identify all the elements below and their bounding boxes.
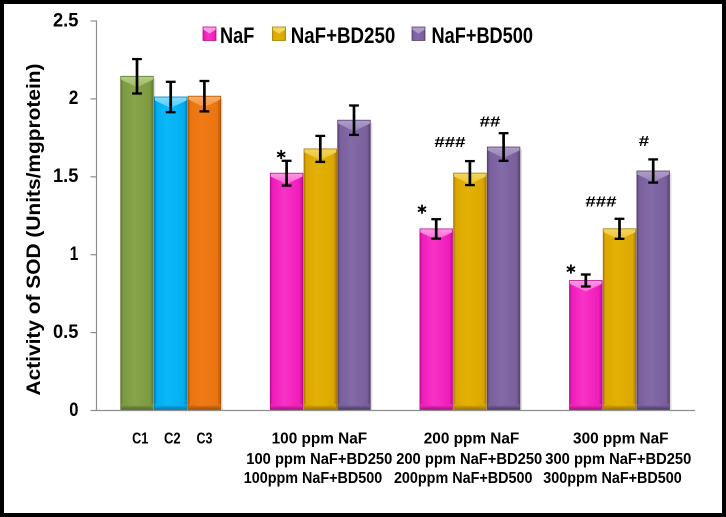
svg-text:C2: C2 xyxy=(164,430,181,447)
svg-text:0.5: 0.5 xyxy=(53,322,79,343)
svg-text:C3: C3 xyxy=(197,430,213,447)
svg-text:NaF: NaF xyxy=(220,23,254,48)
svg-text:100 ppm NaF: 100 ppm NaF xyxy=(272,430,368,447)
svg-text:300 ppm NaF: 300 ppm NaF xyxy=(573,430,669,447)
svg-text:###: ### xyxy=(585,194,617,211)
svg-text:300 ppm NaF+BD250: 300 ppm NaF+BD250 xyxy=(545,451,691,468)
svg-text:Activity of SOD (Units/mgprote: Activity of SOD (Units/mgprotein) xyxy=(24,64,45,396)
svg-text:C1: C1 xyxy=(132,430,148,447)
svg-text:200ppm NaF+BD500: 200ppm NaF+BD500 xyxy=(394,470,533,487)
svg-text:200 ppm NaF: 200 ppm NaF xyxy=(424,430,520,447)
svg-text:0: 0 xyxy=(69,400,78,421)
svg-text:###: ### xyxy=(434,134,466,151)
svg-text:NaF+BD250: NaF+BD250 xyxy=(291,23,396,48)
svg-text:#: # xyxy=(639,133,650,150)
svg-text:100 ppm NaF+BD250: 100 ppm NaF+BD250 xyxy=(246,451,392,468)
svg-text:100ppm NaF+BD500: 100ppm NaF+BD500 xyxy=(244,470,383,487)
svg-text:##: ## xyxy=(480,114,502,131)
svg-text:1.5: 1.5 xyxy=(53,166,79,187)
svg-text:2.5: 2.5 xyxy=(53,10,79,31)
svg-text:200 ppm NaF+BD250: 200 ppm NaF+BD250 xyxy=(396,451,542,468)
svg-text:NaF+BD500: NaF+BD500 xyxy=(432,23,534,48)
svg-text:1: 1 xyxy=(70,244,79,265)
svg-text:2: 2 xyxy=(69,88,79,109)
svg-text:300ppm NaF+BD500: 300ppm NaF+BD500 xyxy=(543,470,682,487)
